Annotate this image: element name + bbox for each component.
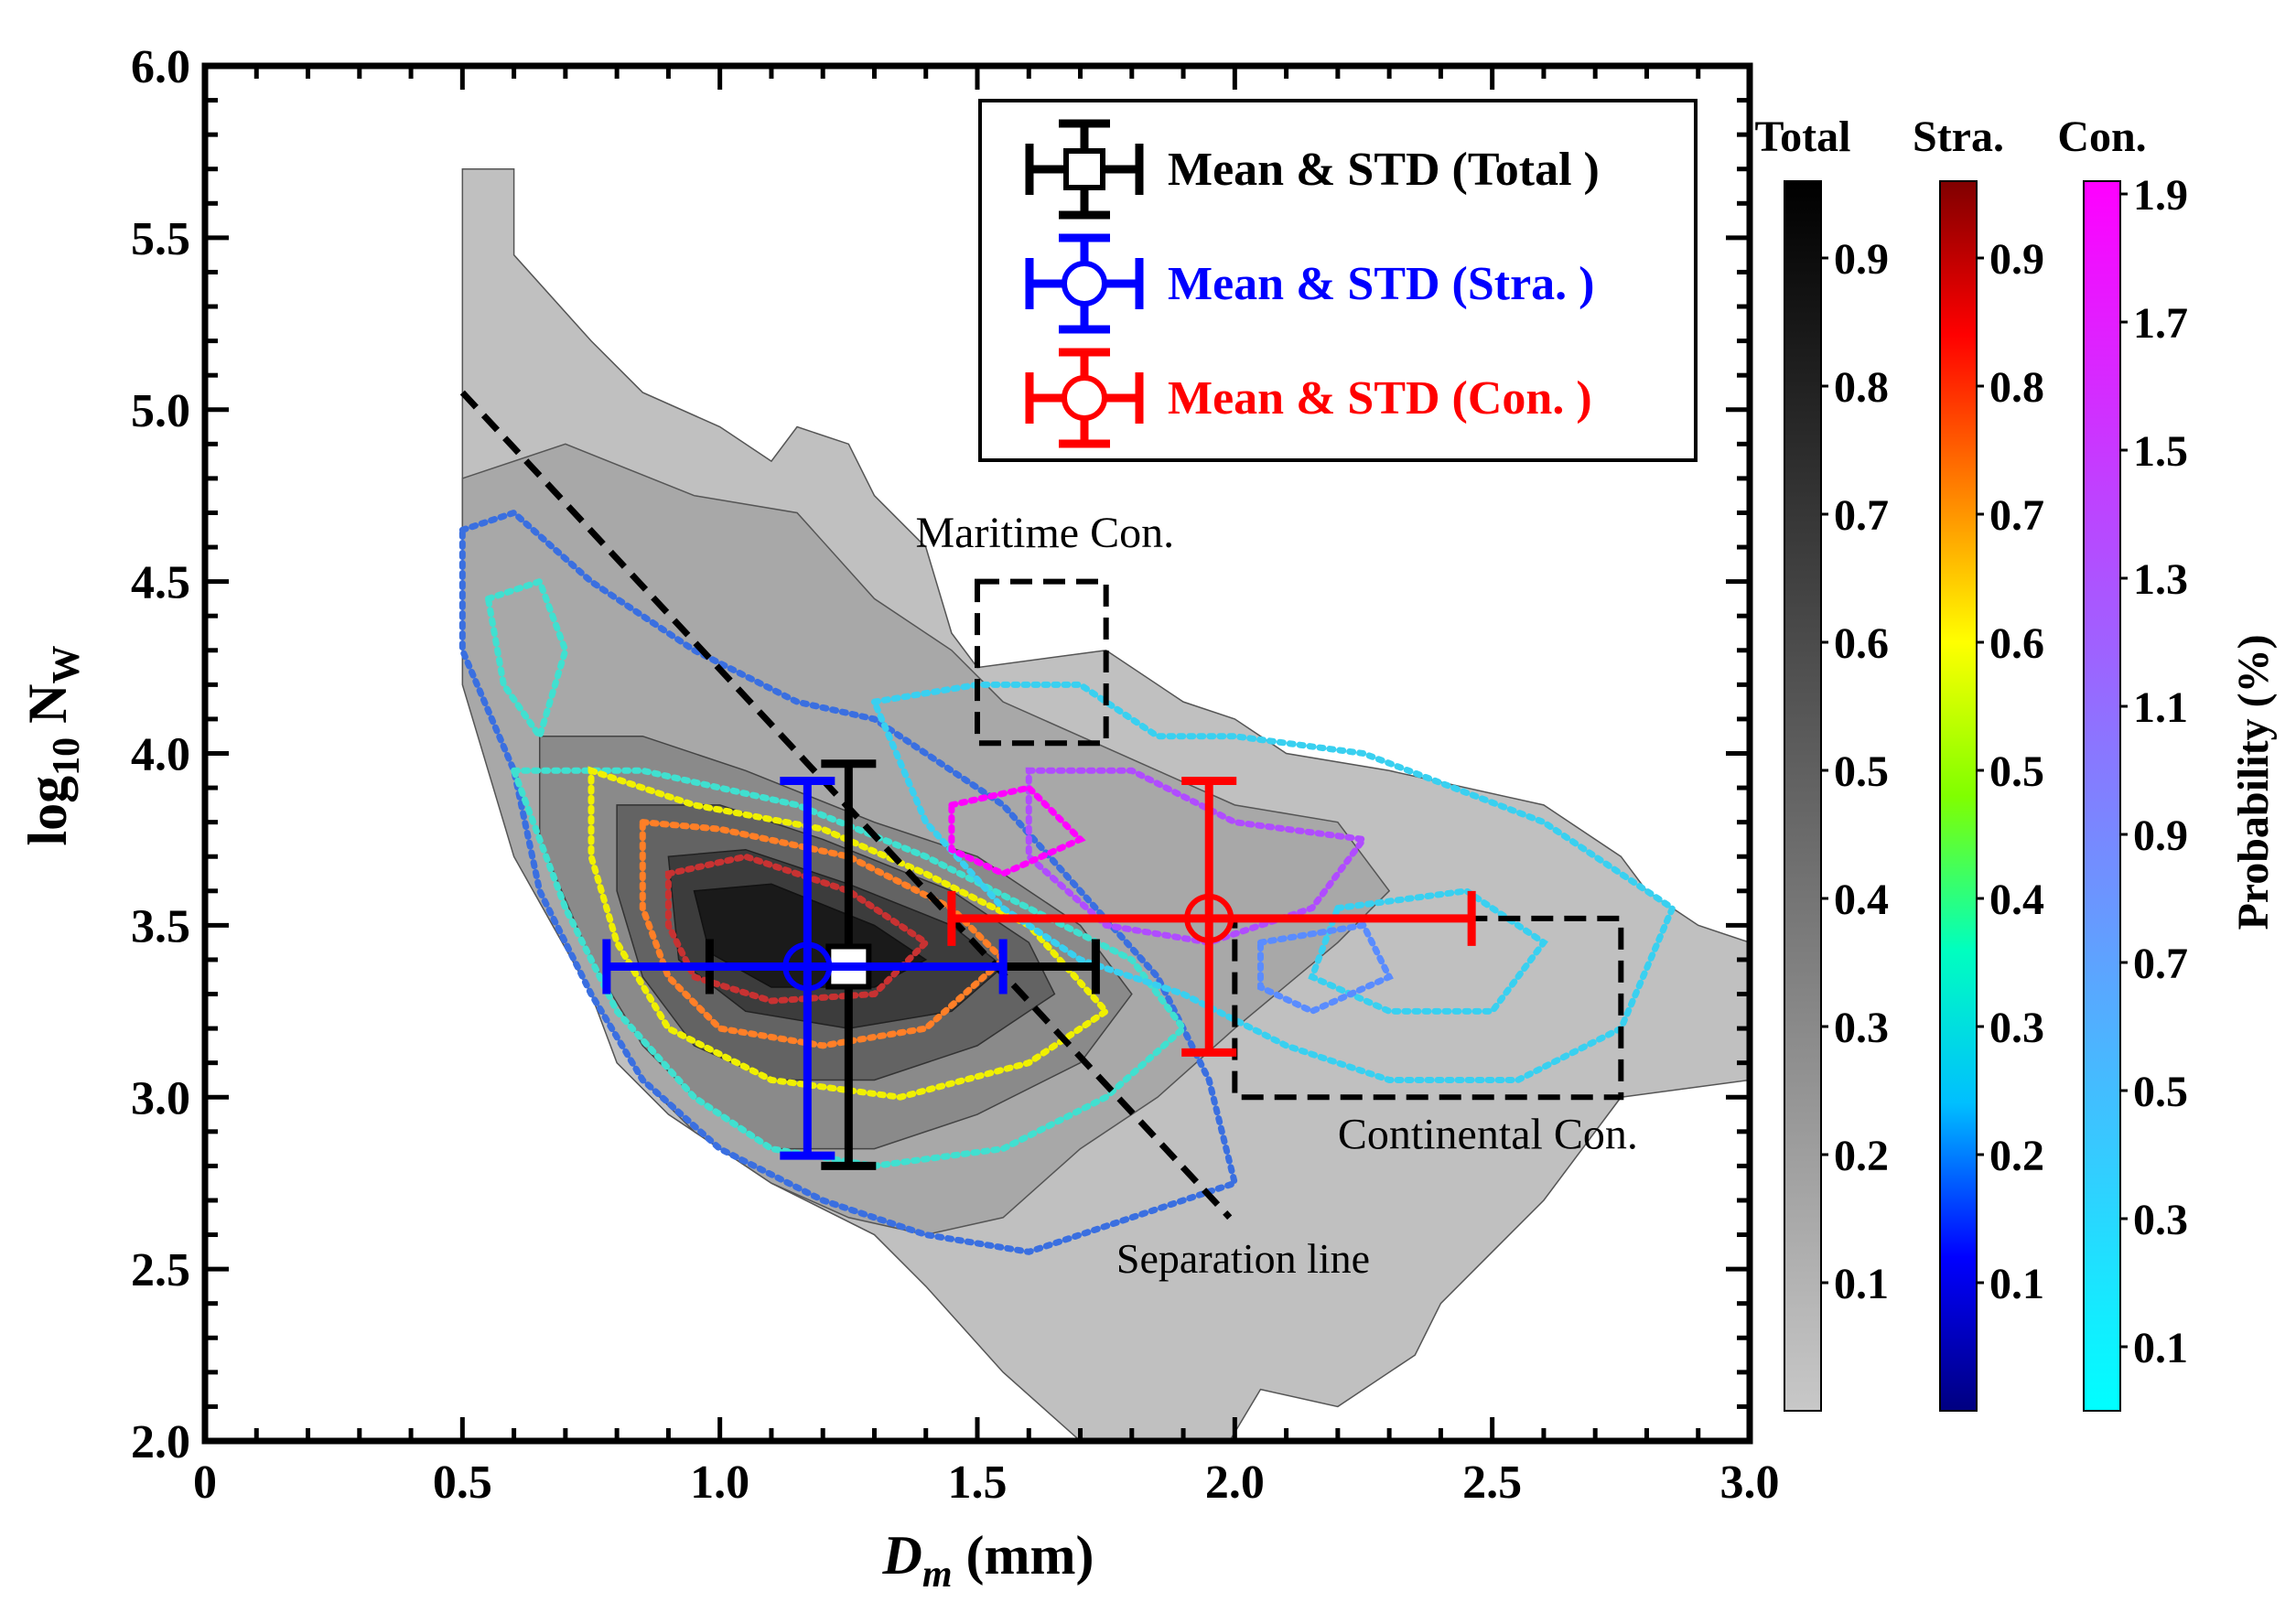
colorbar-convective-tick-label: 1.3 [2133, 555, 2188, 604]
legend-item-stratiform: Mean & STD (Stra. ) [1025, 233, 1595, 334]
y-tick-label: 3.0 [131, 1072, 190, 1124]
y-tick-label: 6.0 [131, 41, 190, 93]
x-tick-label: 0.5 [433, 1457, 492, 1509]
colorbar-convective-tick-label: 0.3 [2133, 1196, 2188, 1244]
y-tick-label: 3.5 [131, 900, 190, 952]
dotted-contour-2 [484, 577, 569, 744]
mean-marker-stratiform [782, 941, 833, 992]
colorbar-convective-tick-label: 1.7 [2133, 299, 2188, 348]
colorbar-convective-tick-label: 0.1 [2133, 1324, 2188, 1372]
legend-stratiform-label: Mean & STD (Stra. ) [1168, 258, 1595, 310]
x-tick-label: 1.5 [948, 1457, 1008, 1509]
colorbar-total-tick-label: 0.2 [1834, 1132, 1889, 1180]
y-tick-label: 4.5 [131, 557, 190, 609]
y-tick-label: 5.5 [131, 213, 190, 265]
x-tick-label: 2.5 [1462, 1457, 1522, 1509]
dotted-contour-11 [1256, 921, 1394, 1016]
colorbar-total-tick-label: 0.4 [1834, 876, 1889, 924]
dotted-contour-1 [458, 509, 1239, 1255]
colorbar-total-tick-label: 0.3 [1834, 1004, 1889, 1052]
colorbar-total-title: Total [1755, 113, 1851, 161]
colorbar-convective-tick-label: 1.1 [2133, 683, 2188, 732]
colorbar-stratiform-tick-label: 0.9 [1989, 235, 2044, 284]
colorbar-convective-tick-label: 0.5 [2133, 1068, 2188, 1116]
colorbar-convective-tick-label: 1.9 [2133, 171, 2188, 220]
y-tick-label: 2.0 [131, 1416, 190, 1468]
colorbar-convective-title: Con. [2057, 113, 2146, 161]
colorbar-total-tick-label: 0.8 [1834, 363, 1889, 412]
y-tick-label: 5.0 [131, 385, 190, 437]
legend-total-label: Mean & STD (Total ) [1168, 144, 1600, 196]
colorbar-stratiform: Stra. 0.1 0.2 0.3 0.4 0.5 0.6 0.7 0.8 0.9 [1913, 113, 2044, 1412]
axis-ticks [202, 63, 1752, 1444]
dotted-contour-8 [1308, 887, 1548, 1015]
colorbar-stratiform-tick-label: 0.4 [1989, 876, 2044, 924]
dotted-contour-6 [664, 853, 932, 1005]
colorbar-stratiform-tick-label: 0.6 [1989, 619, 2044, 668]
x-axis-label: Dm (mm) [882, 1525, 1094, 1596]
dotted-contour-4 [587, 766, 1111, 1101]
colorbar-convective-tick-label: 0.9 [2133, 812, 2188, 860]
colorbar-stratiform-tick-label: 0.3 [1989, 1004, 2044, 1052]
colorbar-stratiform-tick-label: 0.1 [1989, 1260, 2044, 1308]
colorbar-total-tick-label: 0.6 [1834, 619, 1889, 668]
x-tick-label: 0 [193, 1457, 217, 1509]
legend: Mean & STD (Total ) Mean & STD (Stra. ) Me… [978, 99, 1698, 462]
colorbar-convective-tick-label: 0.7 [2133, 940, 2188, 988]
dotted-contour-10 [948, 784, 1086, 877]
dotted-contour-9 [1025, 767, 1370, 946]
separation-line-label: Separation line [1116, 1235, 1370, 1282]
error-bars [602, 759, 1476, 1170]
colorbar-total: Total 0.1 0.2 0.3 0.4 0.5 0.6 0.7 0.8 0.9 [1755, 113, 1889, 1412]
colorbar-label: Probability (%) [2229, 634, 2278, 930]
legend-item-convective: Mean & STD (Con. ) [1025, 348, 1592, 448]
colorbar-stratiform-gradient [1939, 180, 1978, 1412]
colorbar-total-tick-label: 0.9 [1834, 235, 1889, 284]
colorbar-stratiform-tick-label: 0.8 [1989, 363, 2044, 412]
legend-stratiform-marker [1062, 261, 1107, 306]
colorbar-convective: Con. 0.1 0.3 0.5 0.7 0.9 1.1 1.3 1.5 1.7 1.9 [2057, 113, 2188, 1412]
legend-convective-marker [1062, 375, 1107, 421]
mean-marker-convective [1184, 893, 1234, 943]
colorbar-total-tick-label: 0.5 [1834, 747, 1889, 796]
colorbar-convective-gradient [2083, 180, 2121, 1412]
maritime-region-label: Maritime Con. [915, 509, 1174, 557]
colorbar-total-gradient [1784, 180, 1822, 1412]
dotted-contour-3 [509, 767, 1188, 1169]
x-tick-label: 2.0 [1205, 1457, 1265, 1509]
y-axis-label: log10 NW [17, 645, 88, 845]
colorbar-total-tick-label: 0.1 [1834, 1260, 1889, 1308]
maritime-region-box [975, 578, 1109, 747]
colorbars: Total 0.1 0.2 0.3 0.4 0.5 0.6 0.7 0.8 0.9 Stra. 0.1… [1755, 113, 2188, 1412]
colorbar-stratiform-tick-label: 0.5 [1989, 747, 2044, 796]
axis-tick-labels: 0 0.5 1.0 1.5 2.0 2.5 3.0 2.0 2.5 3.0 3.5 4.0 4.5 5.0… [131, 41, 1780, 1509]
continental-region-box [1232, 915, 1624, 1101]
x-tick-label: 3.0 [1720, 1457, 1780, 1509]
y-tick-label: 2.5 [131, 1244, 190, 1296]
regions: Maritime Con. Continental Con. [915, 509, 1637, 1159]
legend-item-total: Mean & STD (Total ) [1025, 119, 1600, 220]
y-tick-label: 4.0 [131, 729, 190, 781]
errorbar-stratiform [602, 777, 1008, 1160]
errorbar-convective [947, 777, 1476, 1057]
continental-region-label: Continental Con. [1338, 1111, 1638, 1159]
colorbar-stratiform-tick-label: 0.7 [1989, 491, 2044, 540]
colorbar-convective-tick-label: 1.5 [2133, 427, 2188, 476]
colorbar-total-tick-label: 0.7 [1834, 491, 1889, 540]
x-tick-label: 1.0 [690, 1457, 749, 1509]
colorbar-stratiform-title: Stra. [1913, 113, 2004, 161]
legend-convective-label: Mean & STD (Con. ) [1168, 372, 1592, 425]
legend-total-marker [1063, 148, 1105, 190]
colorbar-stratiform-tick-label: 0.2 [1989, 1132, 2044, 1180]
